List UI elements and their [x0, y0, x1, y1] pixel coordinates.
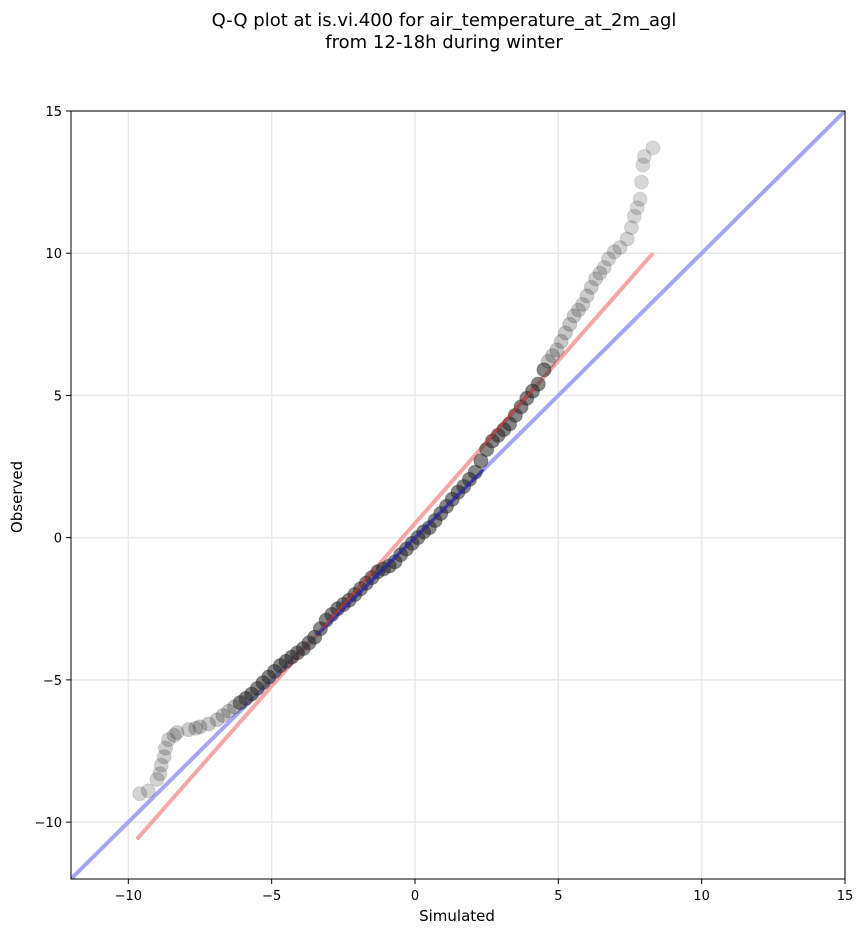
data-point: [188, 720, 204, 736]
x-tick-label: 15: [837, 889, 854, 904]
y-tick-label: −10: [35, 816, 62, 831]
data-point: [158, 740, 174, 756]
x-tick-label: 5: [554, 889, 562, 904]
data-point: [192, 719, 208, 735]
data-point: [149, 771, 165, 787]
x-tick-label: −5: [262, 889, 281, 904]
data-point: [596, 259, 612, 275]
data-point: [169, 725, 185, 741]
data-point: [623, 220, 639, 236]
data-point: [606, 244, 622, 260]
data-point: [633, 174, 649, 190]
data-point: [562, 316, 578, 332]
data-point: [160, 732, 176, 748]
fit-line: [135, 251, 655, 841]
data-point: [626, 208, 642, 224]
central-fit-overlay: [316, 385, 537, 636]
central-fit-segment: [482, 385, 537, 447]
data-point: [612, 240, 628, 256]
data-point: [592, 265, 608, 281]
data-point: [209, 712, 225, 728]
data-point: [629, 200, 645, 216]
y-tick-label: 10: [45, 247, 62, 262]
data-point: [156, 749, 172, 765]
data-point: [575, 296, 591, 312]
data-point: [635, 157, 651, 173]
data-point: [536, 362, 552, 378]
data-point: [152, 766, 168, 782]
y-tick-label: 0: [54, 532, 62, 547]
y-tick-label: −5: [43, 674, 62, 689]
data-point: [153, 757, 169, 773]
x-tick-label: −10: [115, 889, 142, 904]
data-point: [201, 716, 217, 732]
data-point: [473, 453, 489, 469]
data-point: [570, 302, 586, 318]
data-point: [140, 783, 156, 799]
data-point: [632, 191, 648, 207]
data-point: [181, 722, 197, 738]
data-point: [549, 342, 565, 358]
plot-frame: [70, 110, 846, 880]
data-point: [645, 140, 661, 156]
data-points: [132, 140, 661, 802]
data-point: [601, 251, 616, 267]
y-axis-label: Observed: [8, 461, 26, 533]
data-point: [553, 333, 569, 349]
data-point: [636, 149, 652, 165]
data-point: [221, 703, 237, 719]
x-axis-label: Simulated: [419, 907, 495, 925]
data-point: [579, 288, 595, 304]
data-point: [132, 786, 148, 802]
central-fit-segment-lower: [322, 568, 376, 629]
central-reference-segment: [316, 468, 485, 636]
data-point: [588, 271, 604, 287]
chart-title-line-1: Q-Q plot at is.vi.400 for air_temperatur…: [212, 10, 677, 31]
x-tick-label: 10: [693, 889, 710, 904]
data-point: [558, 325, 573, 341]
y-tick-label: 5: [54, 389, 62, 404]
data-point: [566, 308, 582, 324]
data-point: [540, 353, 556, 369]
y-tick-label: 15: [45, 105, 62, 120]
data-point: [583, 279, 599, 295]
data-point: [619, 231, 635, 247]
data-point: [545, 348, 561, 364]
chart-title-line-2: from 12-18h during winter: [325, 32, 563, 53]
data-point: [166, 727, 182, 743]
x-tick-label: 0: [411, 889, 419, 904]
chart-title: Q-Q plot at is.vi.400 for air_temperatur…: [212, 10, 677, 53]
data-point: [215, 707, 231, 723]
axis-ticks: −10 −5 0 5 10 15 −10 −5 0 5 10 15: [35, 105, 854, 904]
